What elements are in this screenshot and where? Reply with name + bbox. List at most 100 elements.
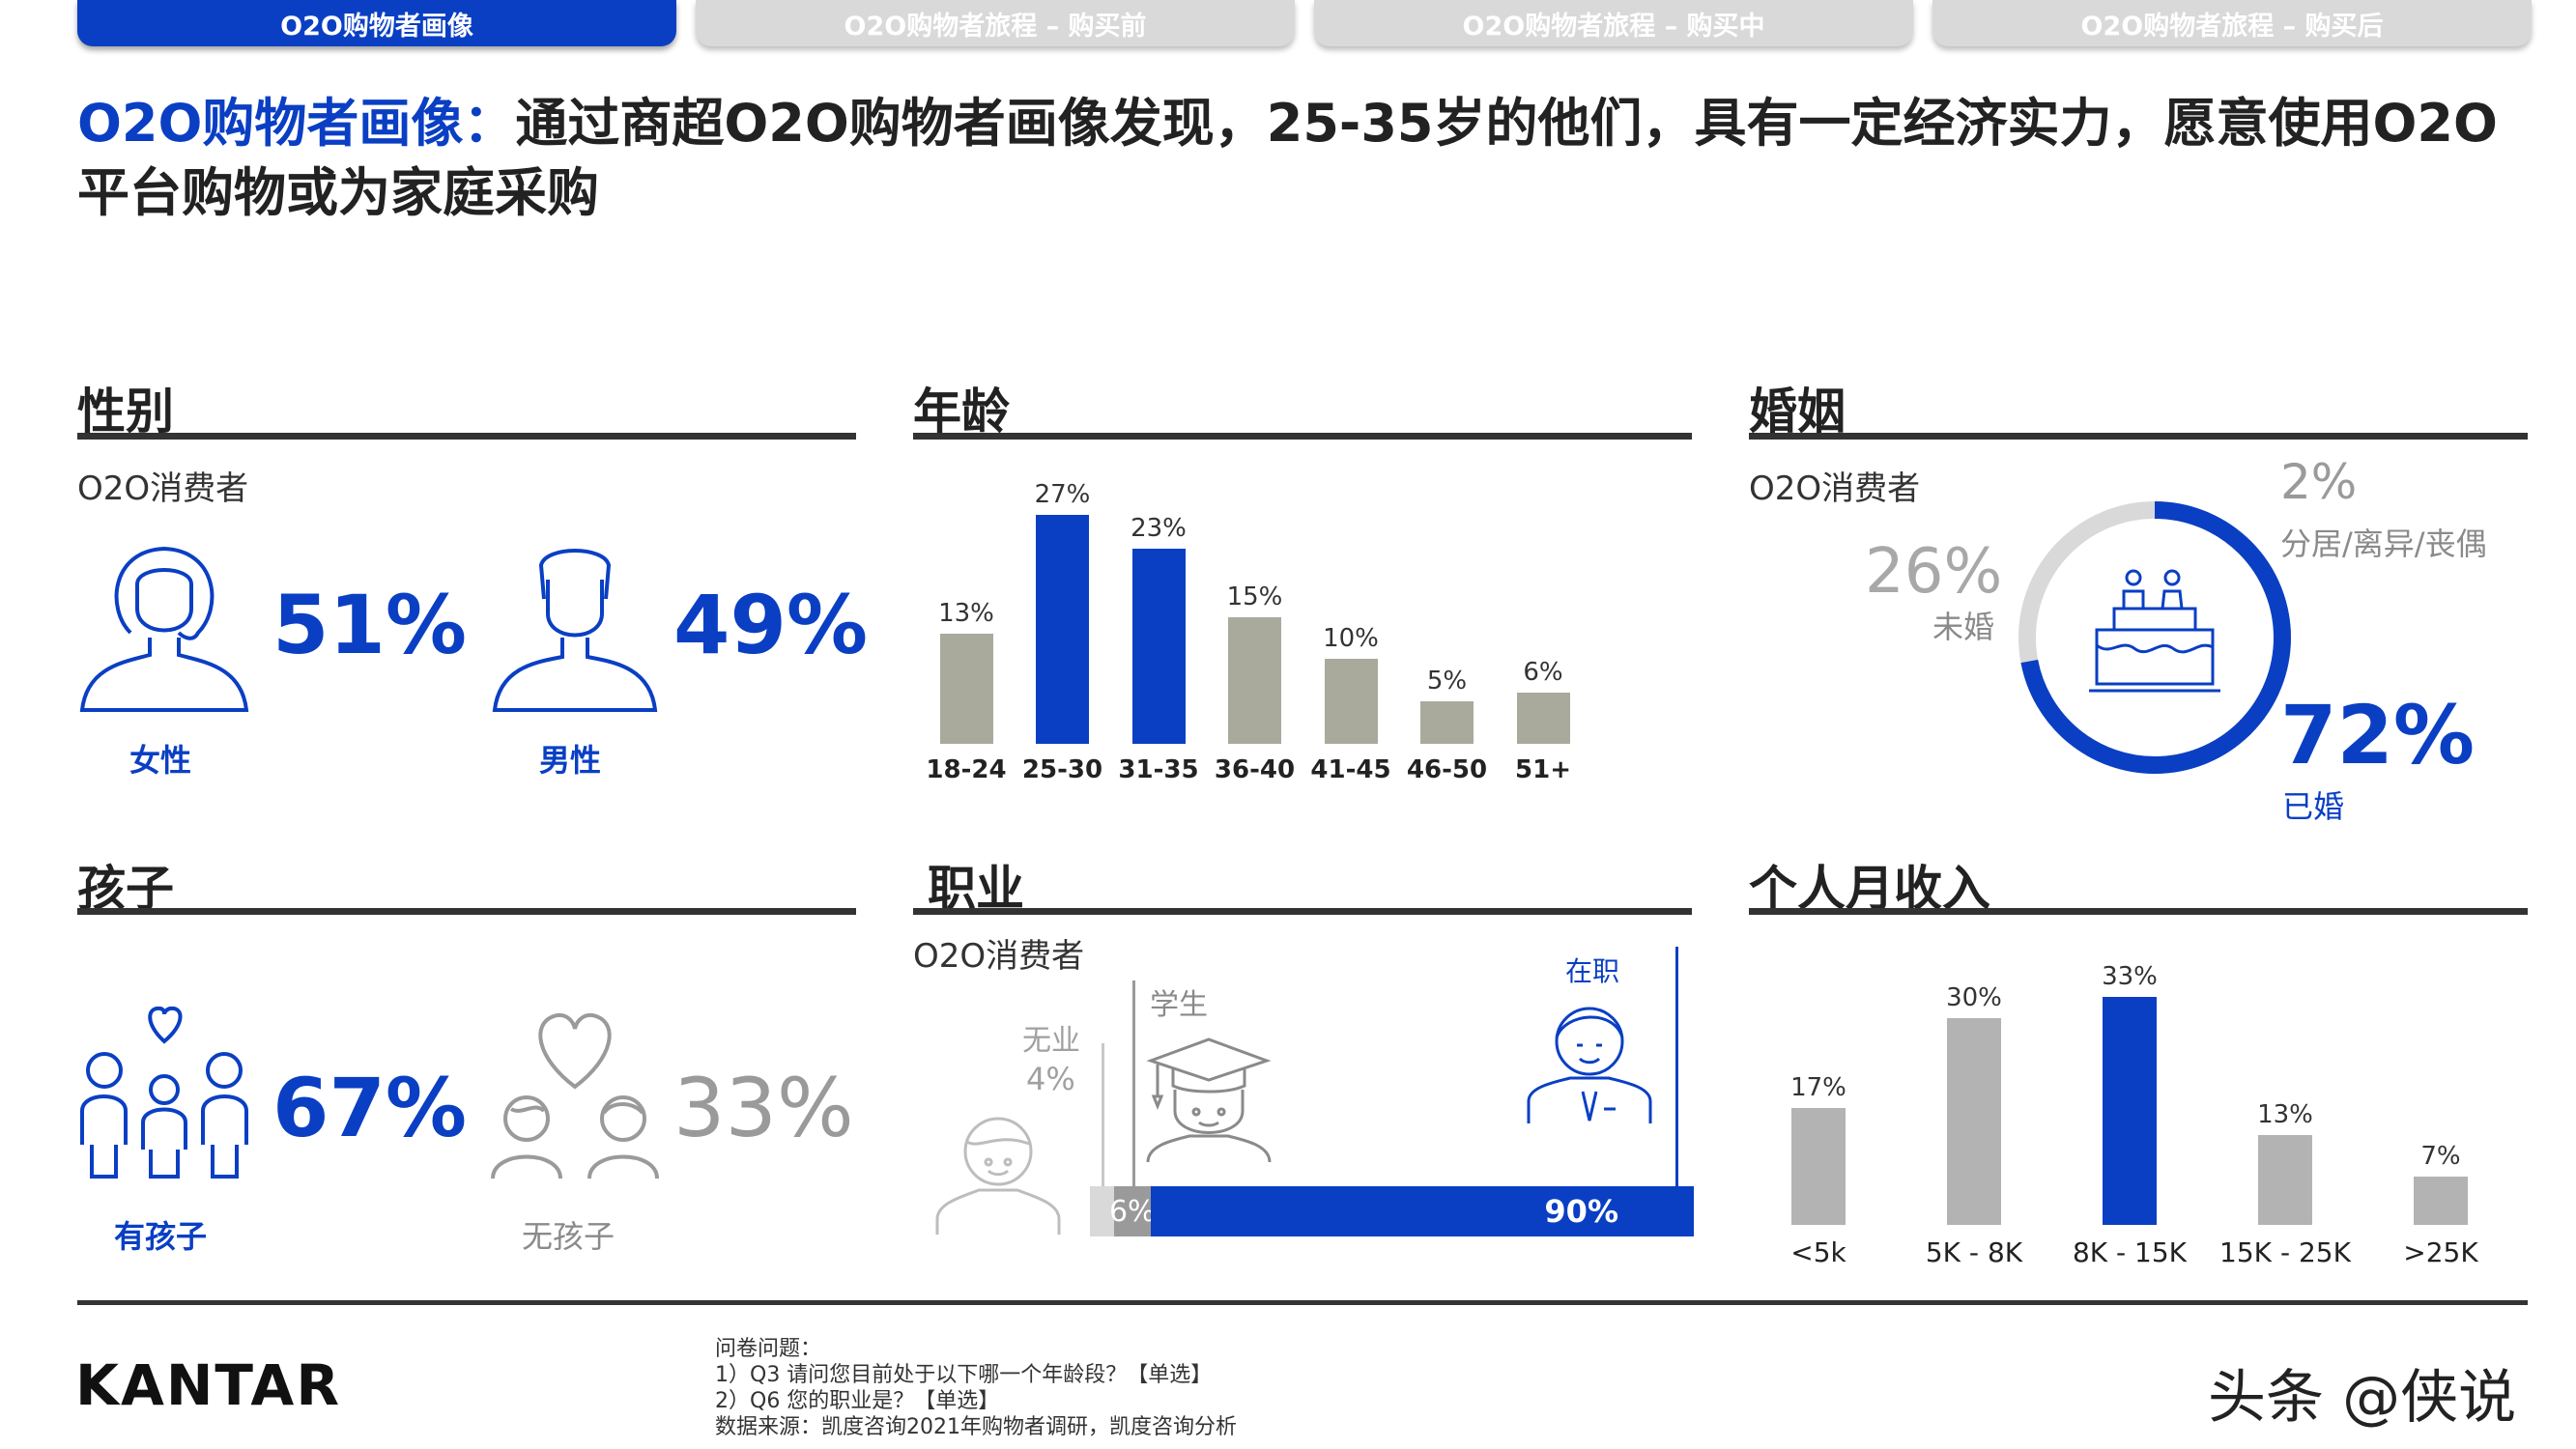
marriage-section-divider	[1749, 433, 2528, 440]
page-title-highlight: O2O购物者画像：	[77, 93, 516, 154]
employed-label: 在职	[1565, 955, 1620, 987]
graduate-icon	[1146, 1037, 1272, 1163]
tab-journey-after[interactable]: O2O购物者旅程 – 购买后	[1932, 0, 2532, 46]
income-bar-label: 33%	[2102, 962, 2158, 992]
income-category-label: <5k	[1790, 1236, 1846, 1268]
income-bar	[1947, 1017, 2001, 1225]
watermark: 头条 @侠说	[2208, 1364, 2517, 1432]
income-category-label: 15K - 25K	[2219, 1236, 2351, 1268]
unemployed-person-icon	[935, 1117, 1061, 1235]
employee-icon	[1527, 1007, 1652, 1123]
male-label: 男性	[539, 742, 602, 779]
separated-label: 分居/离异/丧偶	[2280, 526, 2487, 562]
unemployed-label: 无业	[1022, 1024, 1080, 1058]
children-section-title: 孩子	[77, 861, 174, 917]
unemployed-marker-line	[1102, 1043, 1104, 1188]
footnote-title: 问卷问题：	[715, 1337, 822, 1361]
gender-section-title: 性别	[77, 384, 174, 440]
income-category-label: 5K - 8K	[1925, 1236, 2023, 1268]
occupation-section-title: 职业	[928, 861, 1024, 917]
kantar-logo: KANTAR	[75, 1352, 341, 1418]
separated-percentage: 2%	[2280, 454, 2358, 510]
marriage-section-title: 婚姻	[1749, 384, 1846, 440]
married-label: 已婚	[2282, 788, 2345, 825]
occupation-bar-unemployed	[1090, 1186, 1114, 1236]
student-percentage: 6%	[1108, 1194, 1156, 1229]
couple-heart-icon	[491, 1013, 659, 1179]
age-bar	[1516, 693, 1570, 744]
age-bar-label: 10%	[1323, 624, 1379, 654]
footnote-source: 数据来源：凯度咨询2021年购物者调研，凯度咨询分析	[715, 1415, 1237, 1439]
age-bar-label: 13%	[938, 599, 994, 629]
age-category-label: 36-40	[1214, 755, 1296, 784]
page-title-text: 通过商超O2O购物者画像发现，25-35岁的他们，具有一定经济实力，愿意使用O2…	[77, 93, 2498, 223]
income-category-label: 8K - 15K	[2072, 1236, 2188, 1268]
unemployed-percentage: 4%	[1026, 1061, 1075, 1097]
age-bar	[1324, 659, 1378, 744]
male-percentage: 49%	[673, 578, 869, 672]
income-section-divider	[1749, 908, 2528, 915]
marriage-ring-married-arc	[2018, 501, 2291, 774]
age-bar	[1420, 701, 1474, 744]
student-marker-line	[1132, 980, 1135, 1188]
single-percentage: 26%	[1865, 536, 2003, 608]
income-bar-label: 17%	[1790, 1072, 1846, 1102]
female-icon	[79, 546, 249, 712]
female-percentage: 51%	[272, 578, 468, 672]
age-bar-label: 6%	[1523, 658, 1563, 688]
income-category-label: >25K	[2403, 1236, 2478, 1268]
age-section-title: 年龄	[913, 384, 1010, 440]
marriage-ring-chart	[2018, 501, 2291, 774]
with-children-label: 有孩子	[114, 1218, 208, 1255]
tab-shopper-profile[interactable]: O2O购物者画像	[77, 0, 676, 46]
age-category-label: 31-35	[1118, 755, 1199, 784]
employed-marker-line	[1675, 947, 1678, 1188]
footer-divider	[77, 1300, 2528, 1305]
tab-journey-before[interactable]: O2O购物者旅程 – 购买前	[696, 0, 1295, 46]
age-bar	[1131, 549, 1186, 744]
occupation-bar-student: 6%	[1109, 1186, 1156, 1236]
occupation-stacked-bar: 6% 90%	[1090, 1186, 1694, 1236]
wedding-cake-icon	[2089, 569, 2220, 693]
single-label: 未婚	[1932, 609, 1995, 645]
married-percentage: 72%	[2280, 688, 2476, 782]
occupation-section-divider	[913, 908, 1692, 915]
occupation-subtitle: O2O消费者	[913, 937, 1085, 976]
age-bar	[1228, 616, 1281, 744]
income-bar-label: 7%	[2420, 1142, 2461, 1171]
with-children-percentage: 67%	[272, 1061, 468, 1155]
male-icon	[492, 549, 658, 712]
student-label: 学生	[1150, 988, 1208, 1022]
age-bar-label: 5%	[1426, 667, 1468, 696]
age-bar-label: 23%	[1131, 514, 1187, 544]
footnote-q2: 2）Q6 您的职业是？【单选】	[715, 1389, 1000, 1413]
without-children-label: 无孩子	[522, 1218, 615, 1255]
income-bar-label: 30%	[1946, 982, 2002, 1012]
family-icon	[80, 1006, 248, 1179]
income-bar	[2103, 997, 2157, 1225]
income-bar	[2414, 1177, 2468, 1225]
employed-percentage: 90%	[1544, 1193, 1618, 1230]
income-bar	[2258, 1135, 2312, 1225]
marriage-subtitle: O2O消费者	[1749, 469, 1921, 508]
age-bar-label: 27%	[1034, 480, 1091, 510]
without-children-percentage: 33%	[673, 1061, 854, 1155]
female-label: 女性	[129, 742, 192, 779]
income-section-title: 个人月收入	[1749, 861, 1990, 917]
occupation-bar-employed: 90%	[1150, 1186, 1694, 1236]
gender-subtitle: O2O消费者	[77, 469, 249, 508]
age-category-label: 41-45	[1310, 755, 1391, 784]
age-bar	[1036, 515, 1089, 744]
page-title: O2O购物者画像：通过商超O2O购物者画像发现，25-35岁的他们，具有一定经济…	[77, 89, 2532, 228]
age-bar-label: 15%	[1226, 582, 1283, 611]
age-category-label: 18-24	[926, 755, 1007, 784]
age-bar	[939, 634, 993, 744]
age-category-label: 25-30	[1021, 755, 1103, 784]
income-bar-label: 13%	[2257, 1100, 2313, 1130]
tab-journey-during[interactable]: O2O购物者旅程 – 购买中	[1314, 0, 1913, 46]
children-section-divider	[77, 908, 856, 915]
gender-section-divider	[77, 433, 856, 440]
income-bar	[1791, 1107, 1846, 1225]
age-category-label: 46-50	[1406, 755, 1488, 784]
age-category-label: 51+	[1515, 755, 1571, 784]
